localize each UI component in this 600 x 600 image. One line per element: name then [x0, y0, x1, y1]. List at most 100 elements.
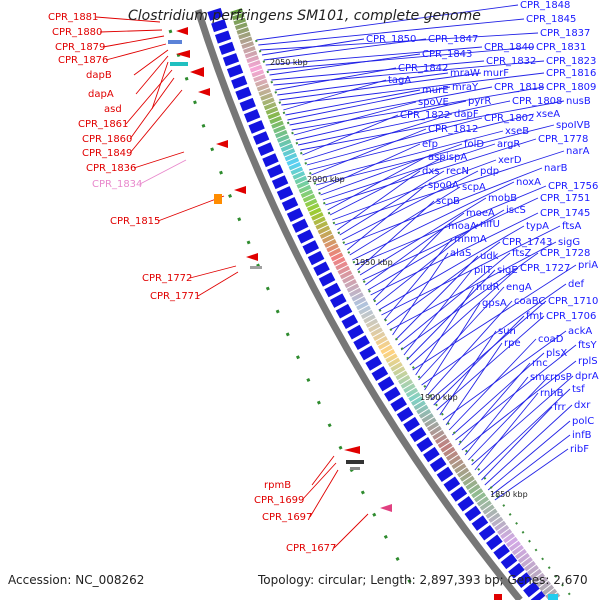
gene-label: dprA: [575, 371, 599, 382]
gene-label: CPR_1728: [540, 248, 590, 259]
gene-label: mobB: [488, 193, 517, 204]
gene-label: CPR_1710: [548, 296, 598, 307]
gene-label: ispA: [446, 152, 467, 163]
connector-line: [295, 100, 467, 141]
gene-label: murF: [483, 68, 509, 79]
gene-label: frr: [554, 402, 566, 413]
gene-label: CPR_1861: [78, 119, 128, 130]
gene-label: CPR_1818: [494, 82, 544, 93]
gene-label: engA: [506, 282, 532, 293]
gene-label: pdp: [480, 166, 499, 177]
connector-line: [375, 223, 479, 306]
connector-line: [258, 18, 525, 46]
gene-label: argR: [497, 139, 520, 150]
connector-line: [291, 86, 545, 131]
connector-line: [362, 197, 539, 281]
forward-strand-track: [207, 7, 546, 600]
connector-line: [392, 252, 449, 336]
gene-label: CPR_1832: [486, 56, 536, 67]
connector-line: [260, 32, 539, 51]
gene-label: CPR_1848: [520, 0, 570, 11]
gene-label: moeA: [466, 208, 495, 219]
gene-label: CPR_1879: [55, 42, 105, 53]
gene-label: noxA: [516, 177, 541, 188]
gene-label: CPR_1831: [536, 42, 586, 53]
connector-line: [133, 49, 169, 76]
gene-label: CPR_1845: [526, 14, 576, 25]
connector-line: [344, 167, 543, 246]
gene-labels-red: CPR_1881 CPR_1880 CPR_1879 CPR_1876 dapB dapA…: [48, 12, 336, 554]
gene-label: CPR_1860: [82, 134, 132, 145]
gene-label: rpmB: [264, 480, 291, 491]
connector-line: [474, 392, 539, 471]
gene-label: CPR_1850: [366, 34, 416, 45]
connector-line: [349, 186, 461, 256]
connector-line: [332, 159, 497, 221]
connector-line: [403, 269, 473, 356]
gene-label: pyrR: [468, 96, 491, 107]
gene-label: asd: [104, 104, 122, 115]
red-label-connectors: [95, 16, 369, 549]
gene-label: CPR_1772: [142, 273, 192, 284]
gene-label: CPR_1837: [540, 28, 590, 39]
connector-line: [313, 130, 504, 181]
gene-label: mraY: [452, 82, 479, 93]
connector-line: [327, 156, 427, 211]
gene-label: dxs: [422, 166, 439, 177]
connector-line: [281, 72, 545, 106]
gene-labels-pink: CPR_1834: [92, 179, 142, 190]
gene-label: nusB: [566, 96, 591, 107]
gene-label: nifU: [480, 219, 500, 230]
connector-line: [279, 72, 482, 101]
connector-line: [494, 448, 569, 501]
gene-label: recN: [446, 166, 469, 177]
connector-line: [261, 38, 365, 56]
gene-label: iscS: [506, 205, 526, 216]
connector-line: [442, 330, 567, 421]
kbp-scale-labels: 2050 kbp 2000 kbp 1950 kbp 1900 kbp 1850 kbp: [270, 58, 528, 499]
connector-line: [468, 376, 549, 461]
connector-line: [436, 315, 545, 411]
connector-line: [297, 100, 511, 146]
connector-line: [285, 89, 421, 116]
connector-line: [139, 159, 187, 185]
connector-line: [325, 138, 537, 206]
connector-line: [448, 338, 537, 431]
connector-line: [389, 241, 557, 331]
connector-line: [357, 200, 435, 271]
gene-label: rpe: [504, 338, 521, 349]
gene-label: udk: [480, 251, 499, 262]
connector-line: [383, 238, 453, 321]
gene-label: fmt: [526, 311, 543, 322]
connector-line: [381, 225, 561, 316]
gene-label: smc: [530, 372, 550, 383]
gene-label: CPR_1842: [398, 63, 448, 74]
kbp-label: 1950 kbp: [355, 258, 393, 267]
connector-line: [365, 212, 465, 286]
gene-label: xseA: [536, 109, 560, 120]
gene-label-connectors: [256, 4, 577, 501]
connector-line: [481, 406, 553, 481]
gene-label: rnhB: [540, 388, 564, 399]
gene-label: CPR_1843: [422, 49, 472, 60]
connector-line: [125, 69, 173, 125]
connector-line: [415, 286, 475, 376]
gene-label: spo0A: [428, 180, 459, 191]
gene-label: scpA: [462, 182, 486, 193]
connector-line: [271, 60, 485, 81]
connector-line: [430, 300, 547, 401]
gene-label: dxr: [574, 400, 591, 411]
gene-label: coaD: [538, 334, 564, 345]
connector-line: [491, 434, 571, 496]
connector-line: [95, 16, 161, 23]
gene-label: sun: [498, 326, 516, 337]
connector-line: [329, 156, 445, 216]
connector-line: [267, 46, 535, 71]
gene-label: tagA: [388, 75, 411, 86]
connector-line: [263, 38, 427, 61]
connector-line: [256, 4, 519, 41]
connector-line: [197, 271, 239, 297]
outer-gene-features: [168, 27, 558, 600]
gene-label: ftsA: [562, 221, 581, 232]
